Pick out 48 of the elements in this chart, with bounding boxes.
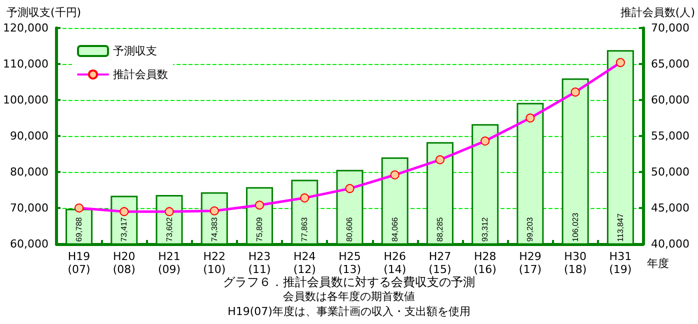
legend-label: 予測収支 <box>113 44 157 58</box>
y2-tick-label: 40,000 <box>651 238 690 250</box>
legend-label: 推計会員数 <box>113 68 168 81</box>
y-tick-label: 120,000 <box>2 22 48 34</box>
text: H19(07)年度は、事業計画の収入・支出額を使用 <box>228 305 470 318</box>
y2-tick-label: 45,000 <box>651 202 690 214</box>
y-tick-label: 90,000 <box>10 130 48 142</box>
data-label: 69,788 <box>74 216 84 242</box>
data-label: 93,312 <box>480 216 490 242</box>
y-tick-label: 110,000 <box>2 58 48 70</box>
data-label: 75,809 <box>255 216 264 242</box>
data-label: 73,417 <box>120 216 129 242</box>
y2-tick-label: 70,000 <box>651 22 690 34</box>
x-tick-label: H23 (11) <box>248 250 271 276</box>
data-label: 113,847 <box>616 212 625 242</box>
x-tick-label: H26 (14) <box>384 250 406 276</box>
data-label: 80,606 <box>345 216 354 242</box>
data-label: 106,023 <box>570 212 580 242</box>
x-tick-label: H19 (07) <box>68 250 90 276</box>
data-label: 74,383 <box>210 216 219 242</box>
y-axis-title: 予測収支(千円) <box>6 6 82 19</box>
x-tick-label: H25 (13) <box>338 250 362 276</box>
y-tick-label: 100,000 <box>2 94 48 106</box>
x-tick-label: H28 (16) <box>474 250 496 276</box>
x-tick-label: H24 (12) <box>293 250 316 276</box>
x-tick-label: H22 (10) <box>203 250 226 276</box>
data-label: 99,203 <box>526 216 535 242</box>
x-tick-label: H29 (17) <box>518 250 542 276</box>
data-label: 73,602 <box>164 216 174 242</box>
data-label: 88,285 <box>435 216 444 242</box>
text: 会員数は各年度の期首数値 <box>283 290 415 303</box>
data-label: 77,863 <box>300 216 310 242</box>
y-tick-label: 80,000 <box>10 166 48 178</box>
y2-tick-label: 60,000 <box>651 94 690 106</box>
x-tick-label: H21 (09) <box>158 250 181 276</box>
y2-tick-label: 55,000 <box>651 130 690 142</box>
x-tick-label: H31 (19) <box>609 250 632 276</box>
text: グラフ６．推計会員数に対する会費収支の予測 <box>223 275 475 289</box>
x-tick-label: H30 (18) <box>564 250 587 276</box>
y-tick-label: 60,000 <box>10 238 48 250</box>
x-tick-label: H27 (15) <box>428 250 452 276</box>
y-tick-label: 70,000 <box>10 202 48 214</box>
x-tick-label: H20 (08) <box>112 250 136 276</box>
x-axis-title: 年度 <box>647 257 669 270</box>
data-label: 84,066 <box>390 216 400 242</box>
y2-axis-title: 推計会員数(人) <box>620 6 695 19</box>
y2-tick-label: 50,000 <box>651 166 690 178</box>
y2-tick-label: 65,000 <box>651 58 690 70</box>
